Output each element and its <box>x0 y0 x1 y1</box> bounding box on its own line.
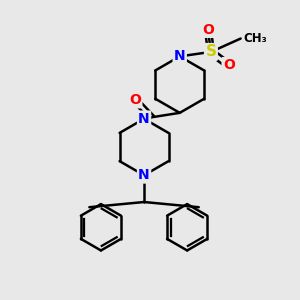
Text: O: O <box>202 22 214 37</box>
Text: O: O <box>223 58 235 72</box>
Text: N: N <box>174 50 185 63</box>
Text: N: N <box>138 112 150 126</box>
Text: CH₃: CH₃ <box>243 32 267 45</box>
Text: O: O <box>129 93 141 107</box>
Text: N: N <box>138 168 150 182</box>
Text: S: S <box>206 44 216 59</box>
